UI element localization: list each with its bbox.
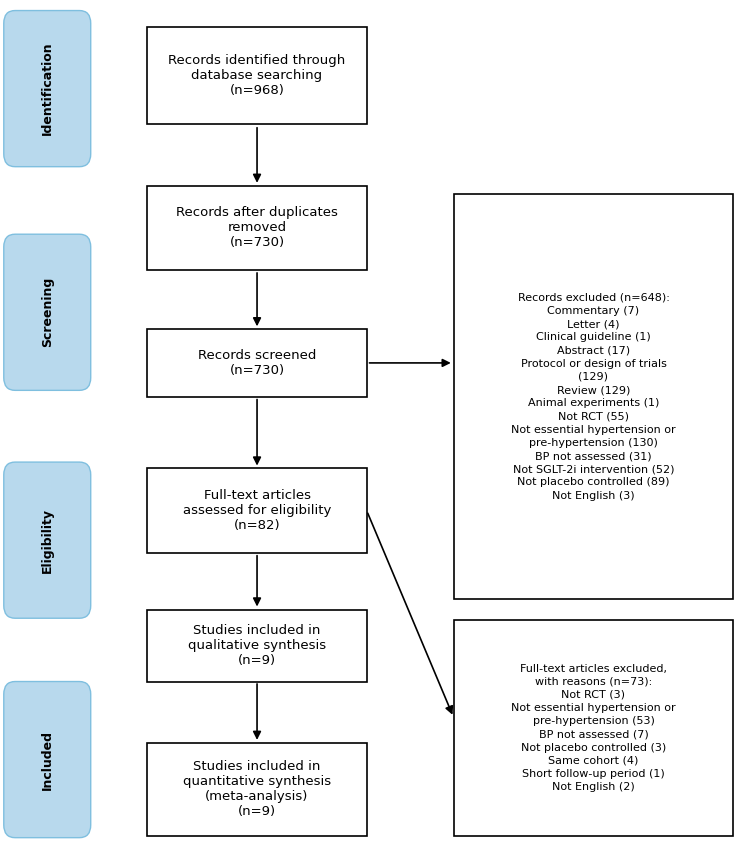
FancyBboxPatch shape <box>147 468 367 553</box>
Text: Studies included in
quantitative synthesis
(meta-analysis)
(n=9): Studies included in quantitative synthes… <box>183 760 331 818</box>
Text: Records screened
(n=730): Records screened (n=730) <box>198 349 316 377</box>
Text: Records after duplicates
removed
(n=730): Records after duplicates removed (n=730) <box>176 207 338 249</box>
FancyBboxPatch shape <box>4 10 91 167</box>
FancyBboxPatch shape <box>4 682 91 837</box>
Text: Studies included in
qualitative synthesis
(n=9): Studies included in qualitative synthesi… <box>188 625 326 667</box>
Text: Full-text articles excluded,
with reasons (n=73):
Not RCT (3)
Not essential hype: Full-text articles excluded, with reason… <box>511 663 676 793</box>
Text: Eligibility: Eligibility <box>41 507 54 573</box>
Text: Records identified through
database searching
(n=968): Records identified through database sear… <box>169 55 345 97</box>
FancyBboxPatch shape <box>454 620 733 836</box>
FancyBboxPatch shape <box>4 234 91 390</box>
FancyBboxPatch shape <box>147 329 367 397</box>
Text: Full-text articles
assessed for eligibility
(n=82): Full-text articles assessed for eligibil… <box>183 490 331 532</box>
FancyBboxPatch shape <box>147 27 367 124</box>
Text: Identification: Identification <box>41 42 54 135</box>
FancyBboxPatch shape <box>147 609 367 682</box>
Text: Screening: Screening <box>41 277 54 348</box>
FancyBboxPatch shape <box>147 186 367 270</box>
FancyBboxPatch shape <box>454 194 733 599</box>
FancyBboxPatch shape <box>147 743 367 836</box>
FancyBboxPatch shape <box>4 463 91 618</box>
Text: Records excluded (n=648):
Commentary (7)
Letter (4)
Clinical guideline (1)
Abstr: Records excluded (n=648): Commentary (7)… <box>511 293 676 500</box>
Text: Included: Included <box>41 729 54 790</box>
